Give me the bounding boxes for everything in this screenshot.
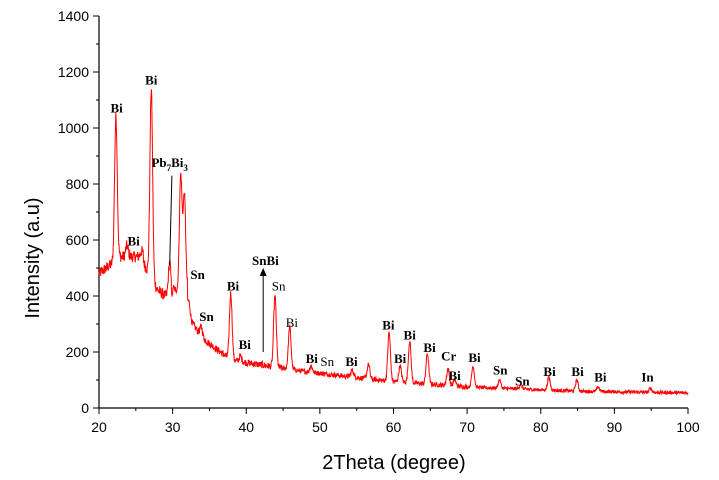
peak-label: Bi [594,369,607,384]
peak-label: Sn [320,354,334,369]
x-tick-label: 30 [165,419,181,435]
peak-label: Bi [127,234,140,249]
peak-label: Bi [239,337,252,352]
peak-label: In [641,369,654,384]
peak-label: Bi [145,73,158,88]
x-tick-label: 80 [533,419,549,435]
y-tick-label: 1400 [58,8,89,24]
y-tick-label: 1000 [58,120,89,136]
axes: 20 30 40 50 60 70 80 90 100020040060080010001200… [58,8,700,435]
peak-label: Sn [190,267,205,282]
x-tick-label: 40 [238,419,254,435]
y-tick-label: 0 [81,400,89,416]
peak-label: Bi [571,364,584,379]
leader-line [169,175,173,266]
x-tick-label: 70 [459,419,475,435]
x-tick-label: 50 [312,419,328,435]
x-tick-label: 100 [676,419,700,435]
peak-label: Bi [543,364,556,379]
peak-label: Bi [423,340,436,355]
x-tick-label: 60 [386,419,402,435]
peak-label: Bi [404,327,417,342]
y-tick-label: 600 [66,232,90,248]
peak-label: Bi [468,350,481,365]
peak-label: Pb7Bi3 [151,155,188,173]
peak-label: Bi [382,318,395,333]
peak-label: SnBi [252,253,279,268]
x-tick-label: 90 [607,419,623,435]
peak-label: Sn [493,362,508,377]
y-axis-title: Intensity (a.u) [22,197,44,318]
y-tick-label: 800 [66,176,90,192]
peak-label: Cr [441,348,456,363]
arrow-head [259,268,267,276]
peak-label: Sn [199,309,214,324]
x-axis-title: 2Theta (degree) [322,452,465,474]
peak-label: Bi [448,368,461,383]
peak-label: Bi [286,315,299,330]
peak-label: Bi [111,101,124,116]
peak-label: Bi [227,278,240,293]
peak-label: Sn [272,278,286,293]
peak-label: Bi [345,354,358,369]
y-tick-label: 1200 [58,64,89,80]
y-tick-label: 400 [66,288,90,304]
intensity-trace [98,89,689,396]
peak-label: Bi [306,351,319,366]
peak-label: Bi [394,351,407,366]
y-tick-label: 200 [66,344,90,360]
x-tick-label: 20 [91,419,107,435]
peak-label: Sn [515,374,530,389]
